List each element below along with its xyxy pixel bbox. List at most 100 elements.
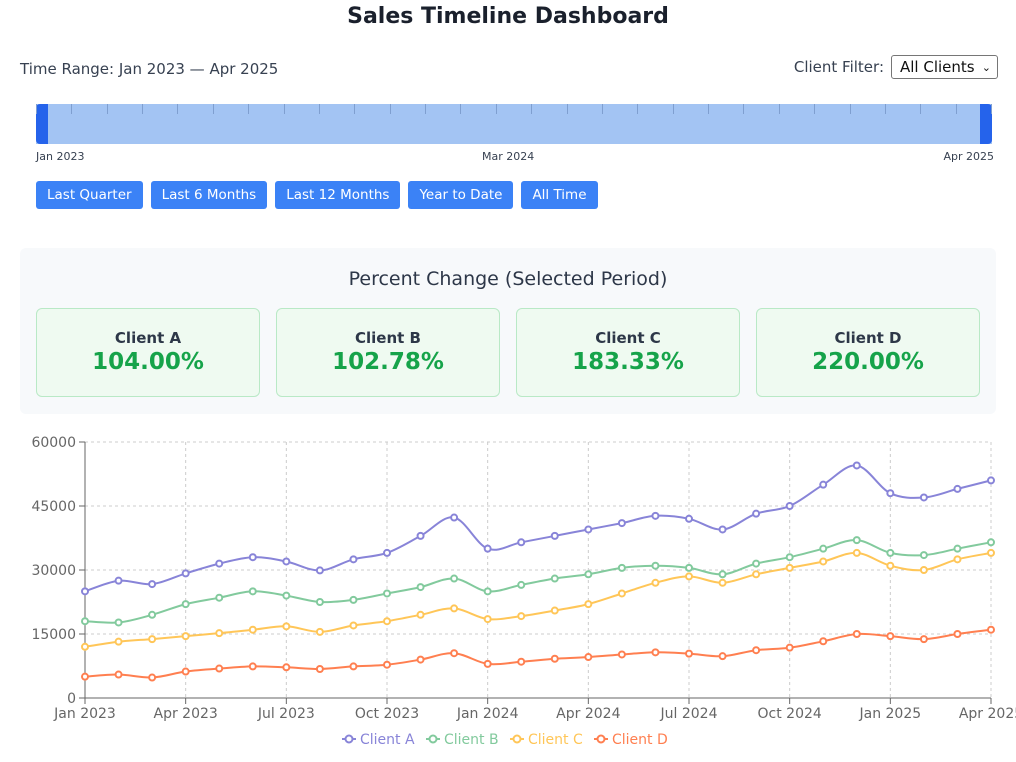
client-c-point [987, 548, 995, 557]
x-tick-label: Jul 2024 [660, 706, 718, 722]
client-c-card: Client C 183.33% [516, 308, 740, 397]
client-c-point [315, 627, 324, 636]
client-c-point [383, 617, 391, 626]
card-client-name: Client C [595, 329, 661, 347]
client-c-point [752, 570, 761, 579]
last-6-months-button[interactable]: Last 6 Months [150, 181, 268, 209]
card-percent-value: 102.78% [332, 349, 444, 375]
client-b-point [919, 551, 928, 560]
client-a-point [785, 502, 794, 510]
slider-labels: Jan 2023 Mar 2024 Apr 2025 [36, 150, 994, 164]
x-tick-label: Oct 2024 [758, 706, 822, 722]
client-b-point [651, 561, 660, 570]
client-d-point [819, 637, 828, 646]
client-d-point [114, 670, 123, 679]
x-tick-label: Jan 2024 [456, 706, 519, 722]
client-b-point [181, 600, 190, 609]
card-percent-value: 220.00% [812, 349, 924, 375]
client-d-point [718, 652, 727, 661]
client-b-point [114, 618, 123, 627]
page-title: Sales Timeline Dashboard [347, 4, 669, 29]
client-c-point [617, 589, 626, 598]
client-a-point [349, 555, 358, 564]
preset-buttons: Last Quarter Last 6 Months Last 12 Month… [36, 181, 598, 209]
client-b-point [718, 570, 727, 579]
y-tick-label: 15000 [31, 627, 76, 643]
client-filter-label: Client Filter: [793, 58, 884, 76]
client-d-point [148, 673, 157, 682]
slider-tick [956, 104, 957, 114]
client-a-point [584, 525, 593, 534]
slider-tick [814, 104, 815, 114]
client-b-point [483, 587, 492, 596]
client-b-point [819, 544, 828, 553]
range-start-handle[interactable] [36, 104, 48, 144]
client-b-point [584, 570, 593, 579]
client-b-point [852, 536, 861, 545]
client-d-point [584, 653, 593, 662]
client-a-point [819, 480, 828, 489]
client-d-point [483, 659, 492, 668]
client-a-point [752, 509, 761, 518]
client-a-legend-marker [344, 734, 354, 744]
y-tick-label: 0 [67, 691, 76, 707]
x-tick-label: Apr 2024 [556, 706, 620, 722]
client-b-point [282, 591, 291, 600]
slider-tick [991, 104, 992, 114]
client-filter-value: All Clients [900, 58, 975, 76]
time-range-slider[interactable] [36, 104, 992, 144]
slider-tick [885, 104, 886, 114]
client-b-point [148, 610, 157, 619]
client-a-point [852, 461, 861, 470]
client-c-point [685, 572, 693, 581]
client-d-point [450, 649, 459, 658]
slider-tick [637, 104, 638, 114]
last-quarter-button[interactable]: Last Quarter [36, 181, 143, 209]
client-a-point [483, 544, 492, 553]
client-d-point [215, 664, 224, 673]
filter-row: Time Range: Jan 2023 — Apr 2025 Client F… [20, 55, 998, 80]
slider-tick [673, 104, 674, 114]
client-d-point [651, 648, 660, 657]
client-c-point [81, 642, 89, 651]
y-tick-label: 30000 [31, 563, 76, 579]
client-b-point [617, 563, 626, 572]
client-d-line [84, 628, 992, 679]
client-c-legend-marker [512, 734, 522, 744]
client-a-line [84, 464, 992, 593]
slider-tick [850, 104, 851, 114]
slider-tick [496, 104, 497, 114]
client-c-point [483, 615, 492, 624]
last-12-months-button[interactable]: Last 12 Months [275, 181, 401, 209]
slider-label-end: Apr 2025 [943, 150, 994, 163]
client-b-point [383, 589, 391, 598]
card-client-name: Client B [355, 329, 421, 347]
client-a-point [450, 513, 459, 522]
client-d-point [81, 672, 89, 681]
slider-tick [425, 104, 426, 114]
client-a-point [953, 484, 962, 493]
client-a-point [617, 519, 626, 528]
client-a-point [416, 531, 425, 540]
year-to-date-button[interactable]: Year to Date [408, 181, 514, 209]
client-b-point [81, 617, 89, 626]
slider-tick [390, 104, 391, 114]
client-c-point [215, 629, 224, 638]
y-tick-label: 60000 [31, 435, 76, 451]
client-b-legend-label: Client B [444, 732, 499, 748]
client-d-point [785, 643, 794, 652]
client-d-point [617, 650, 626, 659]
client-filter-select[interactable]: All Clients ⌄ [891, 55, 998, 79]
all-time-button[interactable]: All Time [521, 181, 598, 209]
client-b-point [685, 563, 693, 572]
range-end-handle[interactable] [980, 104, 992, 144]
percent-change-panel: Percent Change (Selected Period) Client … [20, 248, 996, 414]
client-b-point [987, 538, 995, 547]
client-c-legend-label: Client C [528, 732, 583, 748]
x-tick-label: Apr 2025 [959, 706, 1016, 722]
client-c-point [148, 635, 157, 644]
client-c-point [181, 632, 190, 641]
y-tick-label: 45000 [31, 499, 76, 515]
chevron-down-icon: ⌄ [981, 60, 991, 74]
slider-tick [354, 104, 355, 114]
